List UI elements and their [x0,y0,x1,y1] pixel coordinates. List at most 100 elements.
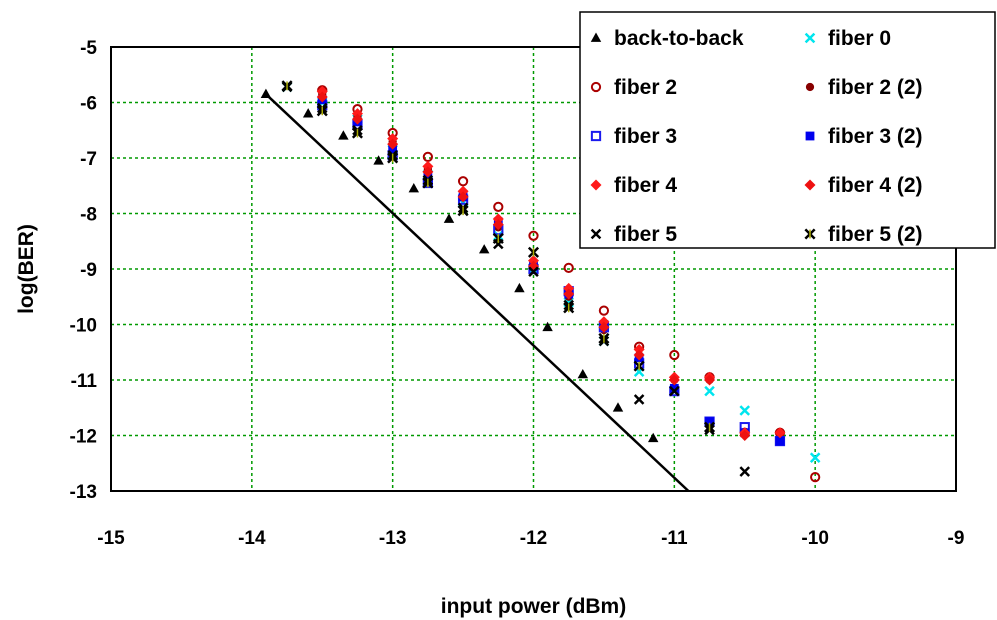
point-5-11 [705,417,714,427]
legend-marker-5 [805,131,815,141]
point-0-7 [514,282,525,293]
point-2-4 [457,176,469,187]
legend-label-8: fiber 5 [614,223,677,246]
legend-label-6: fiber 4 [614,174,677,197]
legend-item-5: fiber 3 (2) [805,125,923,148]
legend-item-7: fiber 4 (2) [804,174,923,197]
x-tick-label-5: -10 [801,528,828,549]
y-tick-label-6: -11 [71,371,98,392]
series-7 [316,91,751,441]
point-2-7 [563,262,574,274]
legend-marker-9 [804,228,816,240]
point-9-7 [527,246,540,258]
legend-item-4: fiber 3 [590,125,677,148]
legend: back-to-back fiber 0 fiber 2 fiber 2 (2) fib… [579,11,996,249]
y-axis-ticks: -5 -6 -7 -8 -9 -10 -11 -12 -13 [70,38,98,503]
point-6-0 [316,85,328,97]
y-tick-label-3: -8 [80,205,97,226]
point-9-8 [563,302,575,314]
point-9-2 [351,127,364,139]
point-0-6 [478,244,490,254]
point-6-6 [528,255,539,267]
point-7-10 [668,374,680,386]
x-tick-label-4: -11 [661,528,688,549]
y-tick-label-8: -13 [70,482,97,503]
point-6-4 [457,185,469,197]
x-axis-title: input power (dBm) [441,595,626,618]
legend-label-9: fiber 5 (2) [828,223,923,246]
point-0-1 [302,108,314,118]
x-tick-label-1: -14 [238,528,266,549]
point-1-13 [739,405,751,416]
point-2-6 [528,230,539,241]
point-7-3 [422,166,434,178]
point-9-5 [457,205,469,217]
legend-label-3: fiber 2 (2) [828,76,923,99]
point-0-11 [647,432,659,443]
point-2-5 [493,201,504,212]
legend-item-0: back-to-back [590,27,744,50]
y-tick-label-2: -7 [80,149,97,170]
point-6-7 [563,282,575,294]
legend-marker-7 [804,179,816,191]
point-6-3 [422,160,434,172]
point-8-13 [739,466,751,477]
legend-item-2: fiber 2 [590,76,677,99]
point-6-13 [774,427,786,439]
point-7-7 [563,288,575,300]
data-points [260,80,821,483]
legend-item-6: fiber 4 [590,174,677,197]
x-tick-label-3: -12 [520,528,547,549]
legend-label-7: fiber 4 (2) [828,174,923,197]
point-9-10 [633,360,645,372]
point-2-8 [598,305,610,316]
point-5-10 [669,383,679,393]
legend-marker-0 [590,32,602,42]
point-0-2 [338,130,349,140]
legend-label-4: fiber 3 [614,125,677,148]
point-0-9 [577,368,589,379]
point-6-5 [492,213,504,225]
point-0-4 [408,183,420,193]
point-5-2 [388,145,398,155]
x-tick-label-6: -9 [948,528,965,549]
y-axis-title: log(BER) [15,224,38,314]
point-9-9 [598,332,610,344]
y-tick-label-5: -10 [70,316,97,337]
point-9-1 [316,105,328,117]
legend-box [579,11,996,249]
point-9-4 [422,177,434,189]
point-1-14 [809,452,821,463]
point-9-6 [492,232,504,245]
point-7-4 [457,191,469,203]
series-0 [260,88,659,443]
point-7-11 [704,374,716,386]
y-tick-label-0: -5 [80,38,97,59]
legend-label-0: back-to-back [614,27,744,50]
legend-marker-4 [590,130,602,142]
y-tick-label-4: -9 [80,260,97,281]
point-2-3 [422,151,433,163]
legend-item-1: fiber 0 [804,27,891,50]
point-7-2 [387,138,399,150]
point-6-9 [633,343,645,355]
x-tick-label-2: -13 [379,528,406,549]
legend-label-2: fiber 2 [614,76,677,99]
point-6-1 [351,108,363,120]
legend-item-8: fiber 5 [590,223,677,246]
legend-item-3: fiber 2 (2) [805,76,923,99]
point-8-11 [669,385,680,397]
y-tick-label-7: -12 [70,427,97,448]
point-6-8 [598,316,610,328]
y-tick-label-1: -6 [80,94,97,115]
series-9 [281,80,716,433]
point-9-0 [281,80,293,92]
legend-label-1: fiber 0 [828,27,891,50]
point-1-12 [704,385,715,397]
legend-item-9: fiber 5 (2) [804,223,923,246]
legend-marker-3 [805,82,815,92]
point-0-10 [612,402,624,412]
point-7-12 [739,430,751,441]
point-7-9 [633,349,645,361]
